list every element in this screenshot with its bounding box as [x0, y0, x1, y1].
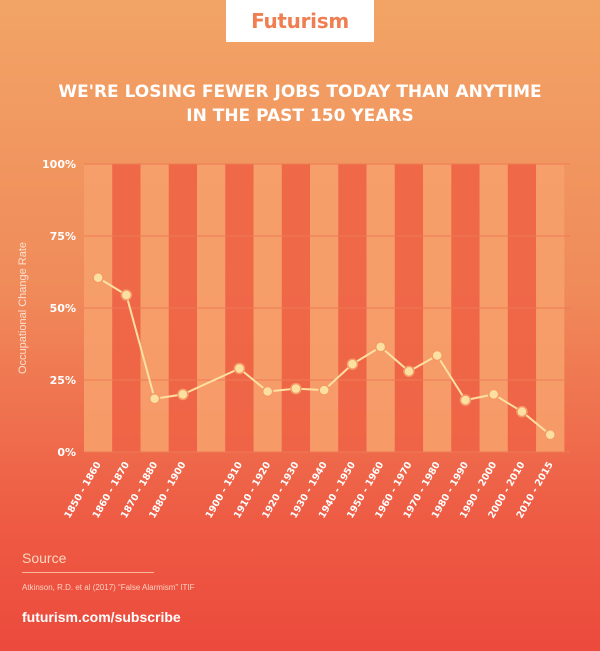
- y-tick-label: 0%: [57, 446, 76, 459]
- data-point: [290, 382, 302, 395]
- data-point: [374, 341, 387, 353]
- series-layer: [92, 272, 556, 441]
- series-line: [97, 276, 551, 436]
- data-point: [431, 349, 443, 362]
- data-point: [261, 385, 274, 398]
- data-point: [233, 362, 246, 375]
- y-axis-ticks: 0% 25% 50% 75% 100%: [42, 158, 76, 459]
- data-point: [403, 365, 415, 378]
- chart-title: WE'RE LOSING FEWER JOBS TODAY THAN ANYTI…: [0, 80, 600, 128]
- y-tick-label: 100%: [42, 158, 76, 171]
- subscribe-link[interactable]: futurism.com/subscribe: [22, 609, 181, 625]
- source-heading: Source: [22, 550, 67, 566]
- data-point: [318, 384, 330, 396]
- chart-gridlines: [84, 163, 570, 453]
- chart-title-line-2: IN THE PAST 150 YEARS: [186, 106, 414, 126]
- data-point: [148, 392, 161, 405]
- y-tick-label: 50%: [50, 302, 76, 315]
- source-divider: [22, 572, 154, 573]
- chart-title-line-1: WE'RE LOSING FEWER JOBS TODAY THAN ANYTI…: [58, 82, 542, 102]
- data-point: [346, 358, 359, 370]
- data-point: [516, 405, 528, 418]
- y-tick-label: 75%: [50, 230, 76, 243]
- data-point: [487, 388, 500, 401]
- data-point: [544, 428, 556, 441]
- data-point: [177, 388, 189, 401]
- futurism-logo: Futurism: [226, 0, 374, 42]
- data-point: [92, 272, 104, 284]
- data-point: [120, 289, 133, 301]
- y-axis-label: Occupational Change Rate: [17, 242, 29, 374]
- data-point: [459, 394, 472, 406]
- y-tick-label: 25%: [50, 374, 76, 387]
- source-citation: Atkinson, R.D. et al (2017) “False Alarm…: [22, 583, 195, 592]
